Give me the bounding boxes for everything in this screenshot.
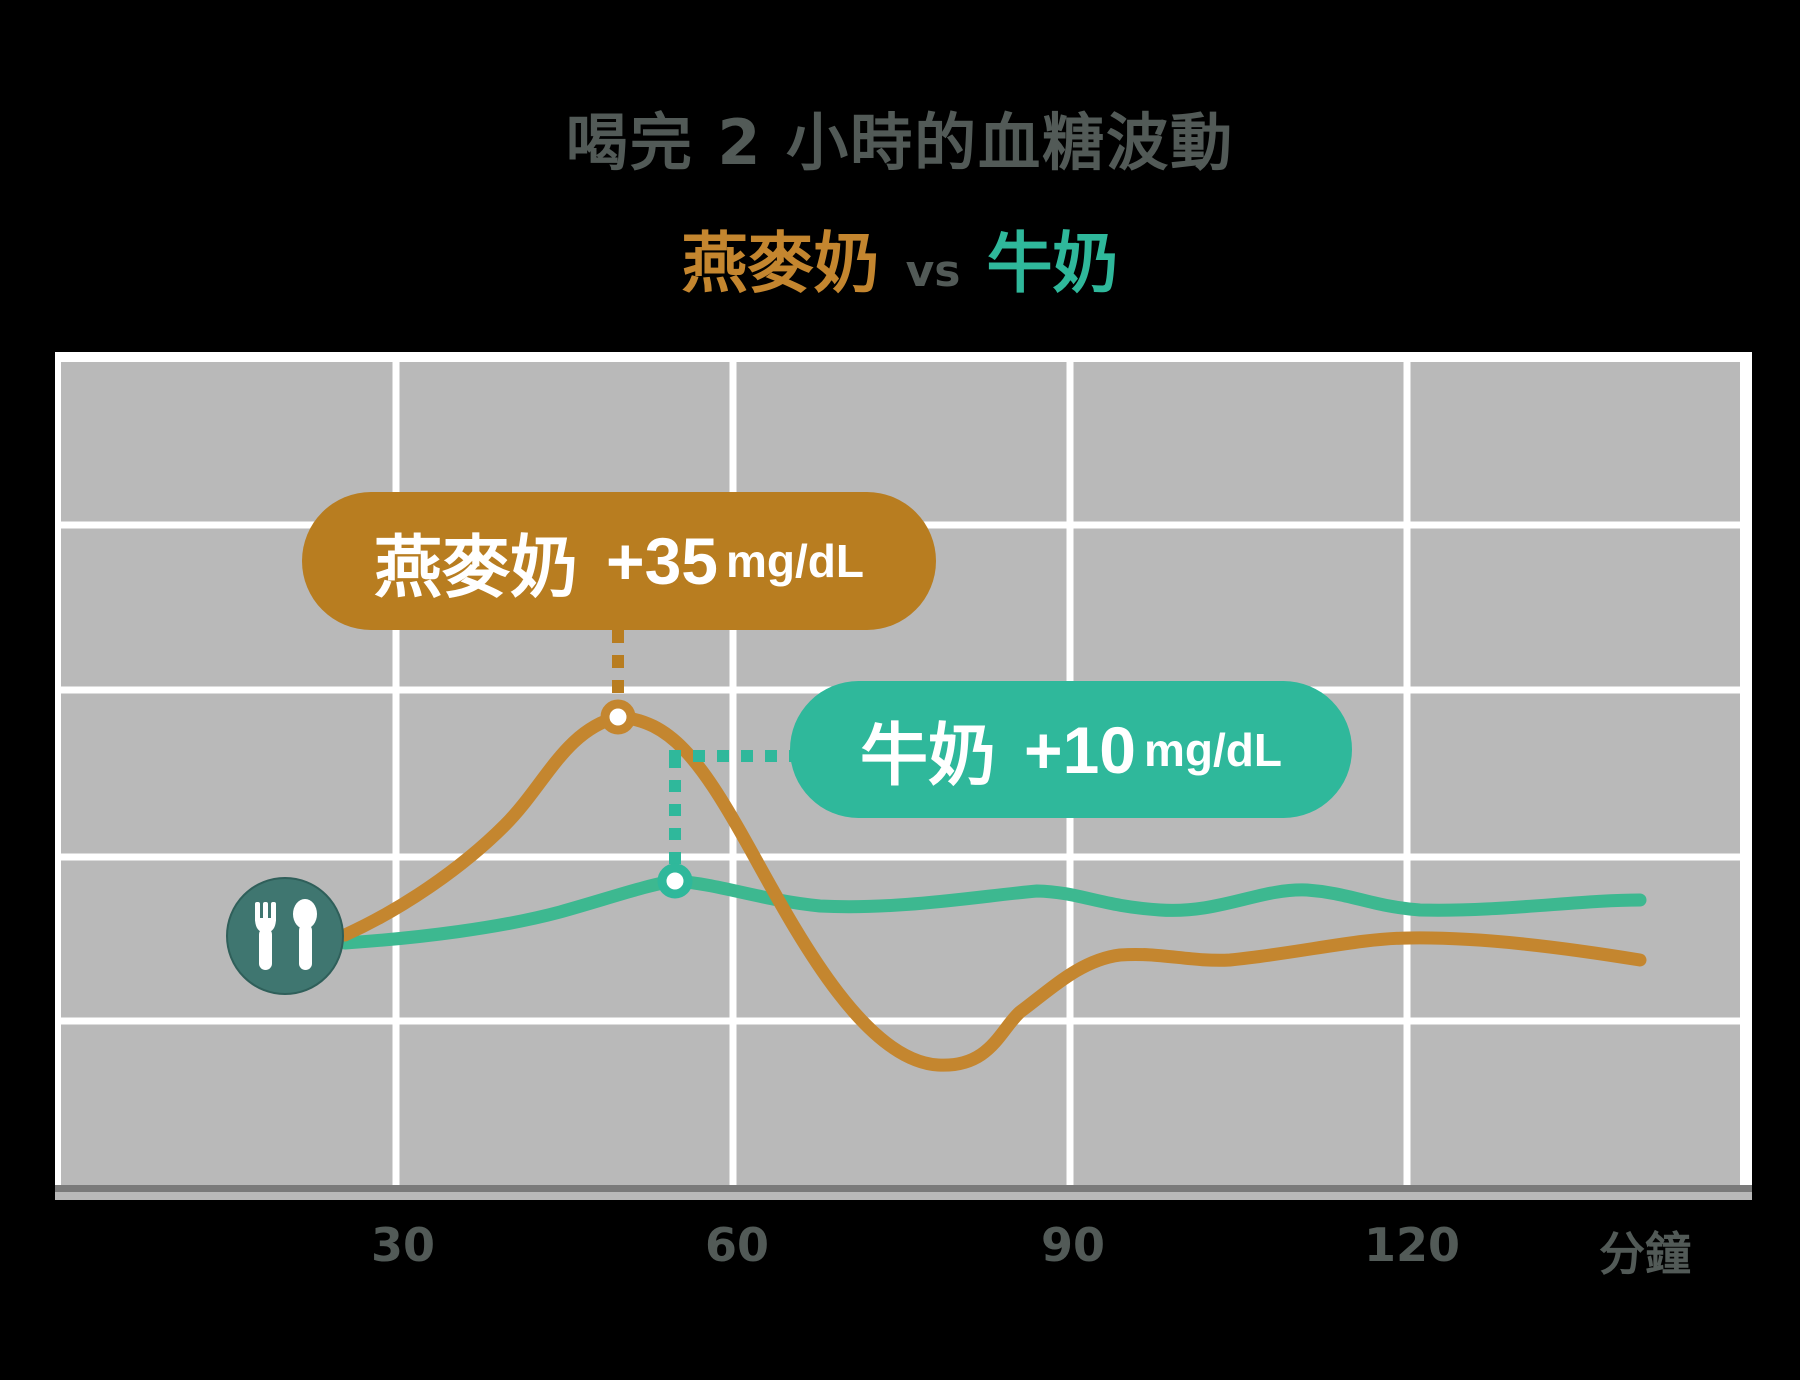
milk-peak-marker	[657, 863, 693, 899]
oat-series-line	[338, 710, 1647, 1072]
badge-milk-unit: mg/dL	[1144, 723, 1282, 776]
chart-subtitle: 燕麥奶 vs 牛奶	[0, 210, 1800, 306]
x-tick-60: 60	[704, 1218, 770, 1272]
fork-spoon-icon	[226, 877, 344, 995]
oat-milk-annotation-badge: 燕麥奶 +35 mg/dL	[302, 492, 936, 630]
x-axis-line	[55, 1185, 1752, 1192]
x-tick-120: 120	[1363, 1218, 1461, 1272]
oat-peak-marker	[600, 699, 636, 735]
subtitle-oat-milk: 燕麥奶	[681, 225, 880, 302]
x-axis-base	[55, 1192, 1752, 1200]
subtitle-vs: vs	[905, 246, 961, 297]
x-tick-30: 30	[370, 1218, 436, 1272]
chart-title: 喝完 2 小時的血糖波動	[565, 106, 1235, 179]
badge-oat-value: +35	[606, 524, 718, 598]
badge-oat-name: 燕麥奶	[374, 528, 579, 608]
milk-series-line	[338, 874, 1647, 950]
milk-annotation-badge: 牛奶 +10 mg/dL	[790, 681, 1352, 818]
subtitle-milk: 牛奶	[986, 225, 1119, 302]
x-axis-unit-label: 分鐘	[1599, 1227, 1691, 1281]
badge-milk-name: 牛奶	[860, 717, 997, 796]
x-tick-90: 90	[1040, 1218, 1106, 1272]
badge-milk-value: +10	[1024, 712, 1136, 787]
badge-oat-unit: mg/dL	[726, 535, 864, 587]
